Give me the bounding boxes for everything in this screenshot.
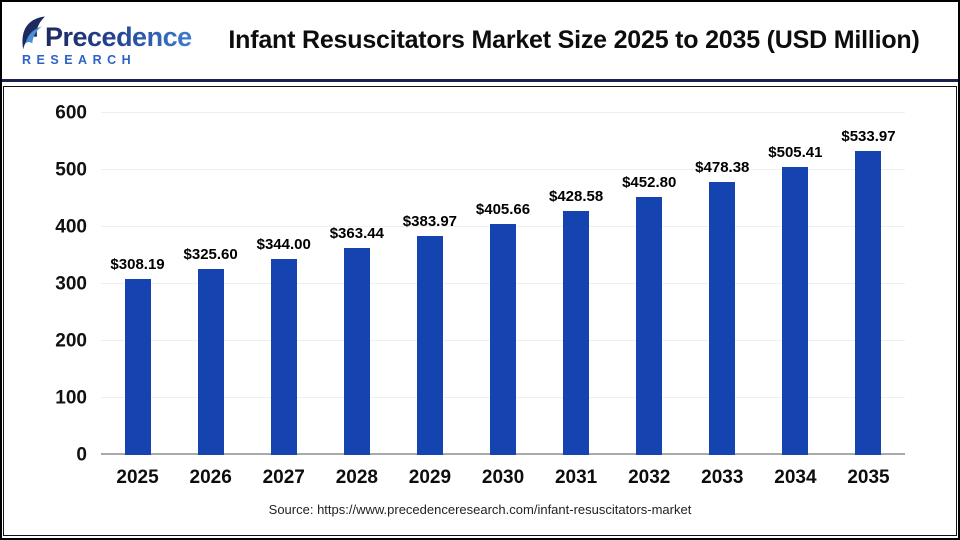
bar-value-label: $452.80	[622, 173, 677, 191]
x-tick-label: 2033	[701, 467, 744, 488]
x-tick-label: 2031	[554, 467, 598, 488]
bars-container: $308.19 $325.60 $344.00 $363.44 $383.97 $405.…	[101, 53, 905, 455]
bar-group-2030: $405.66	[466, 53, 539, 455]
bar	[343, 247, 370, 455]
gridline	[101, 169, 905, 170]
bar	[270, 258, 297, 455]
bar-group-2033: $478.38	[686, 53, 759, 455]
bar-value-label: $363.44	[329, 224, 384, 242]
x-tick-label: 2028	[335, 467, 378, 488]
bar	[124, 279, 151, 455]
header-separator	[2, 79, 958, 82]
plot-area: 0 100 200 300 400 500 600 $308.19 $325.60 $344.00…	[55, 104, 905, 465]
x-tick-label: 2025	[116, 467, 159, 488]
source-text: Source: https://www.precedenceresearch.c…	[268, 502, 692, 517]
logo-wordmark: Precedence	[18, 15, 208, 51]
bar-group-2034: $505.41	[759, 53, 832, 455]
logo-subtext: RESEARCH	[22, 52, 137, 67]
bar-group-2031: $428.58	[540, 53, 613, 455]
bar	[636, 196, 663, 455]
bar	[855, 150, 882, 455]
y-tick-label: 100	[55, 387, 87, 409]
bar-group-2026: $325.60	[174, 53, 247, 455]
x-tick-label: 2027	[262, 467, 305, 488]
bar-group-2025: $308.19	[101, 53, 174, 455]
y-tick-label: 0	[76, 444, 87, 466]
bar-value-label: $505.41	[768, 143, 823, 161]
y-tick-label: 200	[55, 330, 87, 352]
bar-group-2028: $363.44	[320, 53, 393, 455]
x-tick-label: 2034	[774, 467, 817, 488]
bar-value-label: $308.19	[110, 256, 165, 274]
bar	[490, 223, 517, 455]
y-tick-label: 600	[55, 102, 87, 124]
bar-value-label: $533.97	[841, 127, 896, 145]
y-tick-label: 400	[55, 216, 87, 238]
x-tick-label: 2029	[408, 467, 452, 488]
precedence-leaf-icon	[22, 16, 45, 50]
bar-group-2029: $383.97	[393, 53, 466, 455]
bar-group-2035: $533.97	[832, 53, 905, 455]
bar-value-label: $325.60	[183, 246, 238, 264]
x-tick-label: 2035	[847, 467, 890, 488]
x-axis-labels: 2025 2026 2027 2028 2029 2030 2031 2032 2033 2034…	[101, 467, 905, 489]
bar	[197, 269, 224, 455]
bar	[416, 236, 443, 455]
x-tick-label: 2032	[628, 467, 671, 488]
gridline	[101, 112, 905, 113]
x-tick-label: 2030	[481, 467, 525, 488]
bar-value-label: $478.38	[695, 159, 750, 177]
x-tick-label: 2026	[189, 467, 232, 488]
bar	[709, 182, 736, 455]
chart-title: Infant Resuscitators Market Size 2025 to…	[228, 26, 920, 54]
bar	[563, 210, 590, 455]
logo-text: Precedence	[45, 21, 192, 52]
bar-value-label: $344.00	[256, 235, 311, 253]
bar-value-label: $428.58	[548, 187, 604, 205]
y-tick-label: 500	[55, 159, 87, 181]
bar-value-label: $383.97	[402, 213, 458, 231]
header: Precedence RESEARCH Infant Resuscitators…	[2, 2, 958, 79]
bar-value-label: $405.66	[475, 200, 531, 218]
bar-group-2027: $344.00	[247, 53, 320, 455]
y-tick-label: 300	[55, 273, 87, 295]
chart-panel: 0 100 200 300 400 500 600 $308.19 $325.60 $344.00…	[3, 86, 957, 536]
precedence-logo: Precedence RESEARCH	[18, 15, 208, 67]
bar	[782, 166, 809, 455]
bar-group-2032: $452.80	[613, 53, 686, 455]
